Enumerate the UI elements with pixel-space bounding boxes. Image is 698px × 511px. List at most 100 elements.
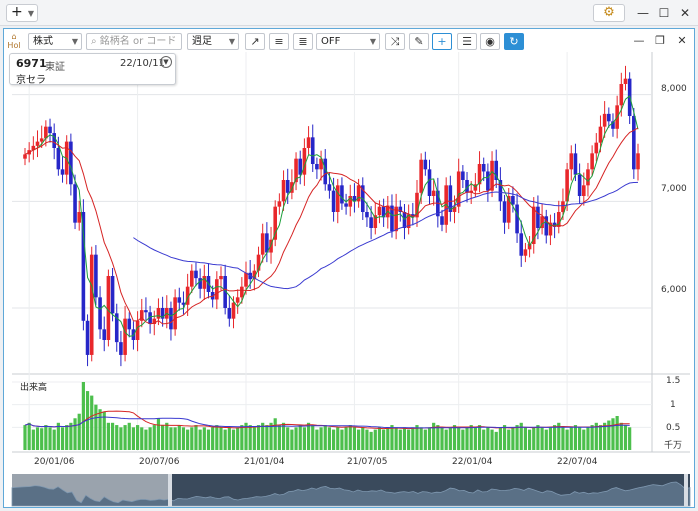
volume-bar <box>473 427 477 450</box>
panel-restore-icon[interactable]: ❐ <box>655 34 665 47</box>
crosshair-icon[interactable]: + <box>432 33 452 50</box>
candle-body <box>185 286 190 305</box>
volume-bar <box>527 429 532 450</box>
volume-bar <box>540 427 544 450</box>
navigator-area <box>11 481 691 507</box>
overlay-select[interactable]: OFF ▼ <box>316 33 380 50</box>
candle-body <box>331 190 336 212</box>
volume-bar <box>277 425 281 450</box>
date-axis-label: 22/01/04 <box>452 457 493 467</box>
settings-list-icon[interactable]: ☰ <box>457 33 477 50</box>
candle-body <box>419 159 423 193</box>
volume-bar <box>311 425 315 450</box>
candle-body <box>202 276 207 289</box>
candle-body <box>260 233 265 255</box>
volume-bar <box>198 429 202 450</box>
pencil-icon[interactable]: ✎ <box>409 33 429 50</box>
volume-bar <box>390 425 394 450</box>
camera-icon[interactable]: ◉ <box>480 33 500 50</box>
candle-body <box>181 302 186 305</box>
volume-bar <box>135 425 140 450</box>
info-date: 22/10/11 <box>120 58 165 69</box>
volume-bar <box>619 422 623 450</box>
candle-body <box>277 201 282 207</box>
indicator-icon[interactable]: ≣ <box>293 33 313 50</box>
volume-bar <box>269 422 273 450</box>
shuffle-icon[interactable]: ⤨ <box>385 33 405 50</box>
candle-body <box>156 308 161 319</box>
candle-body <box>607 113 611 122</box>
volume-bar <box>177 425 181 450</box>
volume-bar <box>131 427 136 450</box>
volume-bar <box>106 422 111 450</box>
period-select[interactable]: 週足 ▼ <box>187 33 239 50</box>
refresh-icon[interactable]: ↻ <box>504 33 524 50</box>
candle-body <box>398 206 403 212</box>
type-select-value: 株式 <box>33 36 53 47</box>
chart-toolbar: ⌂ Hol 株式 ▼ ⌕ 銘柄名 or コード 週足 ▼ ↗ ≡ ≣ OFF ▼ ⤨ ✎… <box>4 29 694 53</box>
price-axis-label: 8,000 <box>661 84 687 94</box>
volume-bar <box>44 425 48 450</box>
minimize-icon[interactable]: — <box>637 6 649 20</box>
candle-body <box>461 171 465 180</box>
chevron-down-icon[interactable]: ▼ <box>160 56 172 68</box>
volume-bar <box>565 429 569 450</box>
add-panel-button[interactable]: + ▼ <box>6 4 38 22</box>
candle-body <box>190 270 194 287</box>
candle-body <box>477 164 482 185</box>
gear-icon[interactable]: ⚙ <box>593 4 625 22</box>
candle-body <box>540 216 544 228</box>
candle-body <box>390 205 394 232</box>
candle-body <box>511 196 515 205</box>
align-icon[interactable]: ≡ <box>269 33 289 50</box>
volume-bar <box>440 427 444 450</box>
volume-bar <box>294 427 298 450</box>
candle-body <box>60 169 65 175</box>
date-axis-label: 20/07/06 <box>139 457 180 467</box>
maximize-icon[interactable]: ☐ <box>658 6 670 20</box>
candle-body <box>490 160 494 191</box>
candle-body <box>194 270 198 279</box>
candle-body <box>536 206 540 228</box>
volume-bar <box>494 431 498 450</box>
volume-bar <box>273 418 277 450</box>
type-select[interactable]: 株式 ▼ <box>28 33 82 50</box>
candle-body <box>586 169 590 186</box>
candle-body <box>52 133 56 148</box>
candle-body <box>285 180 290 193</box>
search-input[interactable]: ⌕ 銘柄名 or コード <box>86 33 182 50</box>
volume-bar <box>419 427 423 450</box>
candle-body <box>423 159 428 170</box>
volume-bar <box>603 422 607 450</box>
volume-bar <box>140 427 144 450</box>
volume-bar <box>81 382 85 450</box>
candle-body <box>565 169 569 202</box>
volume-bar <box>252 427 256 450</box>
candle-body <box>89 254 94 355</box>
candle-body <box>352 196 357 202</box>
volume-bar <box>123 425 127 450</box>
candle-body <box>198 278 202 289</box>
panel-minimize-icon[interactable]: — <box>633 34 645 47</box>
candle-body <box>377 206 382 216</box>
panel-close-icon[interactable]: ✕ <box>677 34 687 47</box>
volume-bar <box>411 427 415 450</box>
volume-bar <box>77 413 81 450</box>
volume-bar <box>623 425 628 450</box>
candle-body <box>256 254 261 271</box>
close-icon[interactable]: ✕ <box>679 6 691 20</box>
candle-body <box>394 206 398 232</box>
home-button[interactable]: ⌂ Hol <box>7 32 21 50</box>
trendline-icon[interactable]: ↗ <box>245 33 265 50</box>
candle-body <box>440 216 444 225</box>
navigator-handle <box>168 474 172 506</box>
volume-title: 出来高 <box>20 383 48 393</box>
candle-body <box>569 153 574 170</box>
price-axis-label: 6,000 <box>661 285 687 295</box>
candle-body <box>69 141 73 185</box>
volume-bar <box>544 429 548 450</box>
volume-ma-line <box>24 416 630 429</box>
volume-bar <box>423 429 427 450</box>
volume-bar <box>127 422 131 450</box>
